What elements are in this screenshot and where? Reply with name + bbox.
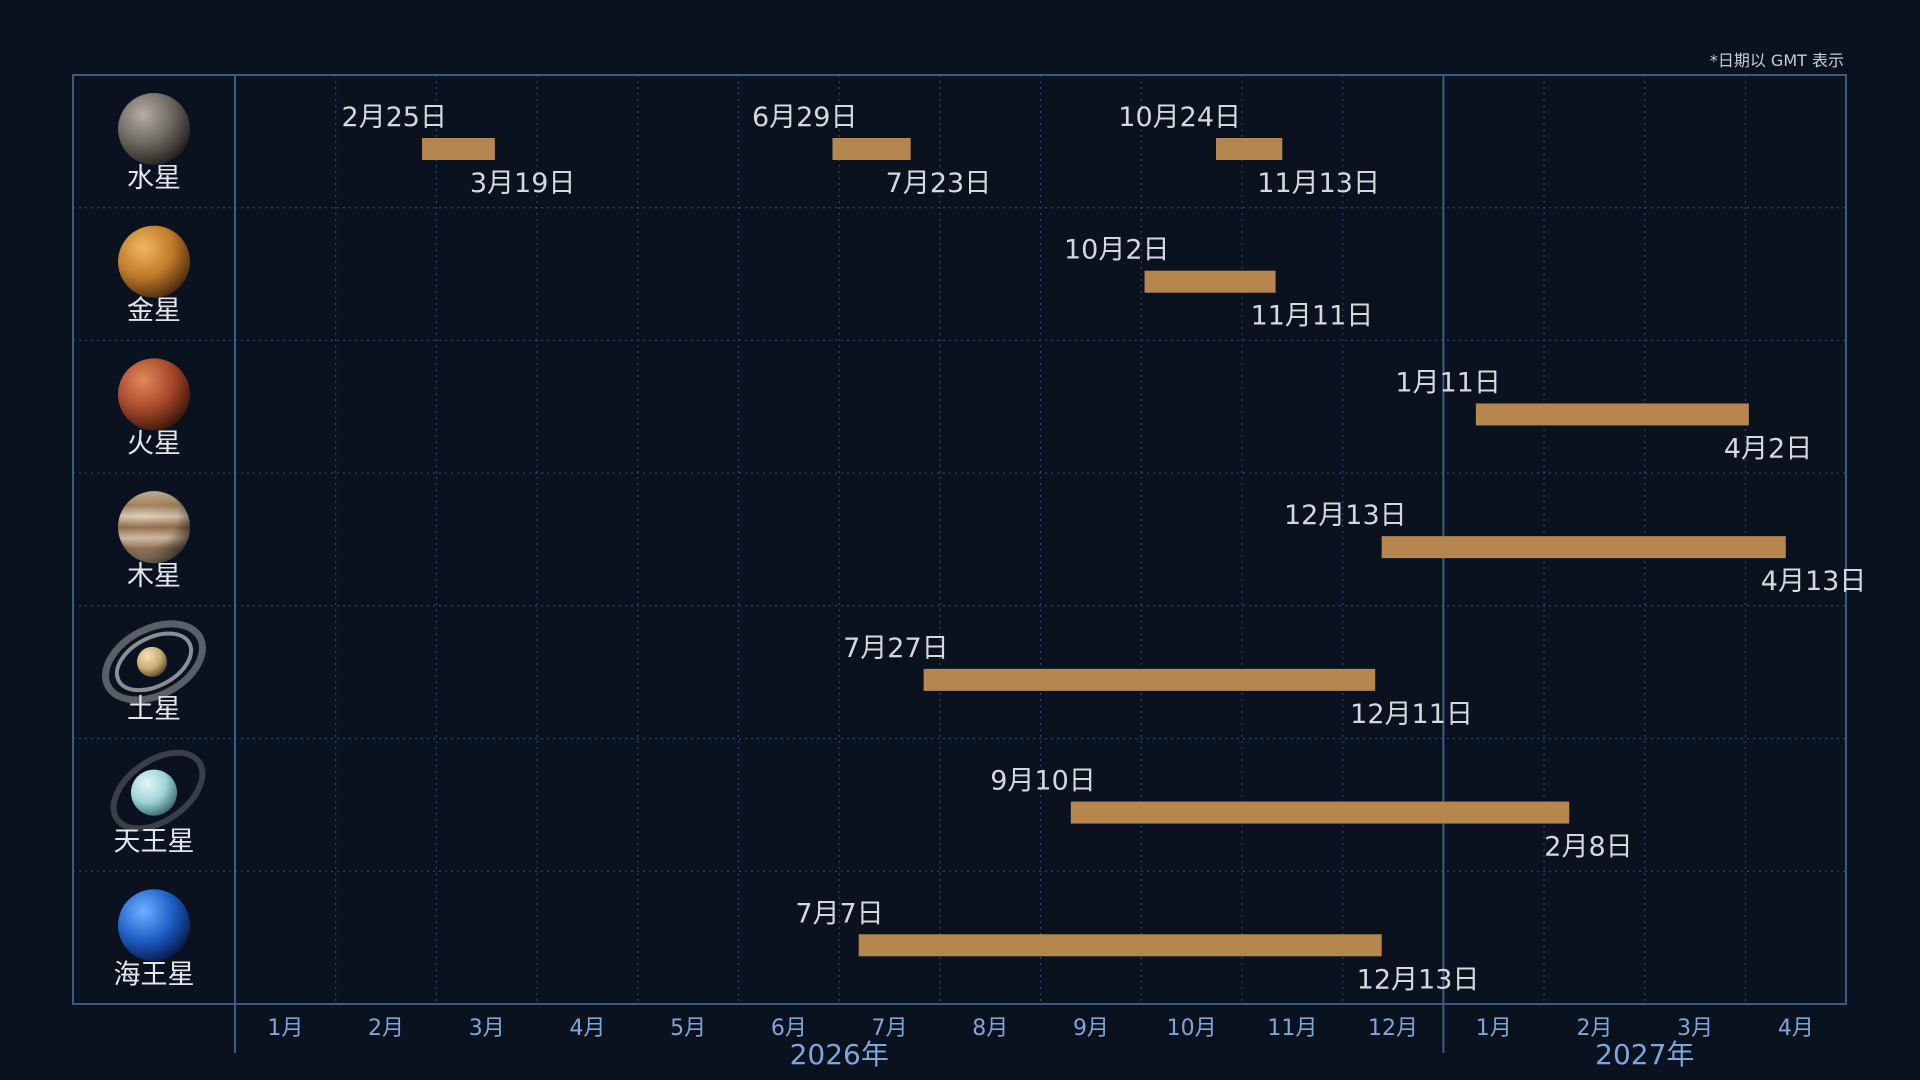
month-tick-label: 8月 bbox=[972, 1016, 1008, 1041]
date-labels: 2月25日 3月19日 6月29日 7月23日 10月24日 11月13日 10月2日 11月… bbox=[341, 102, 1866, 995]
period-bar bbox=[1144, 270, 1276, 293]
gmt-note: *日期以 GMT 表示 bbox=[1709, 51, 1844, 70]
chart-frame bbox=[72, 74, 1847, 1053]
start-date-label: 10月24日 bbox=[1118, 102, 1241, 133]
uranus-icon bbox=[110, 749, 206, 832]
end-date-label: 3月19日 bbox=[470, 168, 576, 199]
month-tick-label: 7月 bbox=[872, 1016, 908, 1041]
month-tick-label: 6月 bbox=[771, 1016, 807, 1041]
month-tick-label: 4月 bbox=[1778, 1016, 1814, 1041]
end-date-label: 4月13日 bbox=[1761, 566, 1867, 597]
start-date-label: 10月2日 bbox=[1064, 235, 1170, 266]
period-bar bbox=[832, 138, 911, 160]
month-tick-label: 3月 bbox=[1677, 1016, 1713, 1041]
period-bar bbox=[1070, 801, 1570, 824]
month-tick-label: 2月 bbox=[368, 1016, 404, 1041]
start-date-label: 1月11日 bbox=[1395, 367, 1501, 398]
planet-label: 火星 bbox=[127, 428, 181, 459]
end-date-label: 11月11日 bbox=[1251, 301, 1374, 332]
planet-label: 海王星 bbox=[114, 959, 195, 990]
month-tick-label: 10月 bbox=[1167, 1016, 1217, 1041]
period-bar bbox=[1216, 138, 1283, 160]
month-tick-label: 3月 bbox=[469, 1016, 505, 1041]
period-bars bbox=[422, 138, 1786, 957]
start-date-label: 12月13日 bbox=[1284, 500, 1407, 531]
neptune-icon bbox=[118, 889, 190, 962]
month-tick-label: 1月 bbox=[1476, 1016, 1512, 1041]
end-date-label: 11月13日 bbox=[1257, 168, 1380, 199]
month-tick-label: 9月 bbox=[1073, 1016, 1109, 1041]
month-tick-label: 12月 bbox=[1368, 1016, 1418, 1041]
end-date-label: 4月2日 bbox=[1724, 433, 1812, 464]
period-bar bbox=[923, 668, 1376, 691]
mars-icon bbox=[118, 358, 190, 431]
start-date-label: 7月7日 bbox=[795, 898, 883, 929]
month-tick-label: 2月 bbox=[1576, 1016, 1612, 1041]
x-axis: 1月 2月 3月 4月 5月 6月 7月 8月 9月 10月 11月 12月 1月 2月 3月 4月 2026年… bbox=[267, 1016, 1814, 1071]
planet-label: 金星 bbox=[127, 296, 181, 327]
period-bar bbox=[1475, 403, 1749, 426]
planet-label: 木星 bbox=[127, 561, 181, 592]
end-date-label: 7月23日 bbox=[886, 168, 992, 199]
planet-label: 天王星 bbox=[114, 827, 195, 858]
month-tick-label: 4月 bbox=[569, 1016, 605, 1041]
month-tick-label: 5月 bbox=[670, 1016, 706, 1041]
end-date-label: 12月11日 bbox=[1350, 699, 1473, 730]
planet-icons bbox=[102, 93, 206, 962]
period-bar bbox=[858, 934, 1382, 957]
end-date-label: 2月8日 bbox=[1544, 832, 1632, 863]
plot-border bbox=[72, 74, 1847, 1005]
year-label: 2027年 bbox=[1595, 1038, 1694, 1071]
planet-label: 土星 bbox=[127, 694, 181, 725]
start-date-label: 2月25日 bbox=[341, 102, 447, 133]
start-date-label: 7月27日 bbox=[843, 633, 949, 664]
venus-icon bbox=[118, 225, 190, 298]
end-date-label: 12月13日 bbox=[1357, 964, 1480, 995]
month-tick-label: 1月 bbox=[267, 1016, 303, 1041]
planet-label: 水星 bbox=[127, 163, 181, 194]
period-bar bbox=[422, 138, 495, 160]
start-date-label: 9月10日 bbox=[990, 766, 1096, 797]
year-label: 2026年 bbox=[790, 1038, 889, 1071]
period-bar bbox=[1381, 536, 1786, 559]
jupiter-icon bbox=[118, 491, 190, 564]
grid-lines bbox=[73, 75, 1846, 1004]
mercury-icon bbox=[118, 93, 190, 165]
month-tick-label: 11月 bbox=[1267, 1016, 1317, 1041]
start-date-label: 6月29日 bbox=[752, 102, 858, 133]
saturn-icon bbox=[102, 620, 206, 704]
